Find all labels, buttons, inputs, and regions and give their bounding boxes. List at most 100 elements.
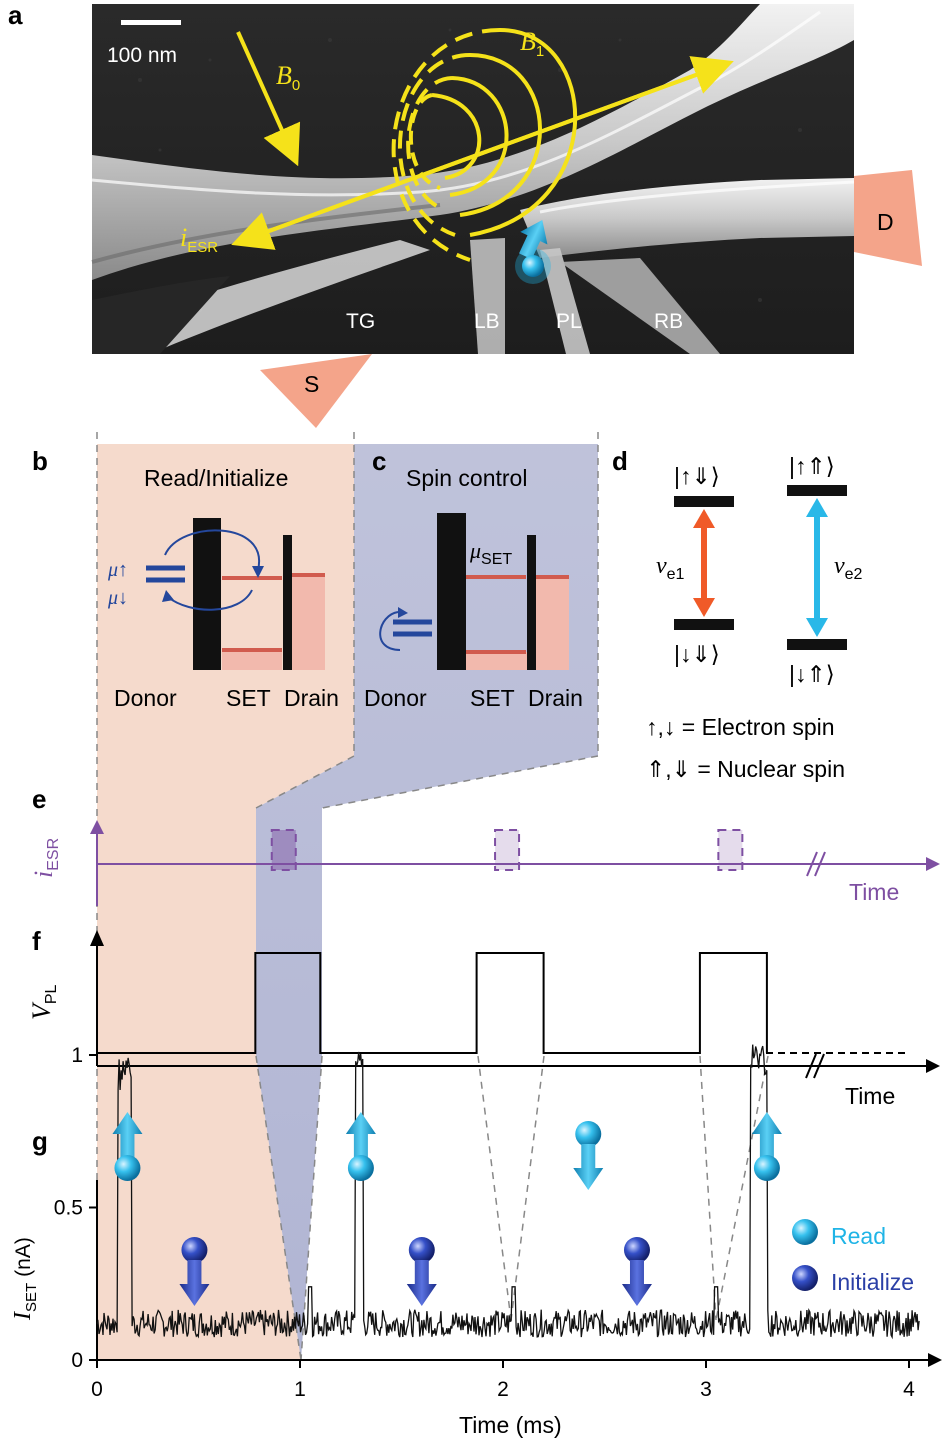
gate-label-rb: RB	[654, 310, 683, 333]
panel-letter-d: d	[612, 446, 628, 476]
nu-e2-label: νe2	[834, 553, 863, 583]
panel-b-label-donor: Donor	[114, 685, 177, 711]
spin-rotation-arrow	[379, 611, 401, 651]
spin-control-shading	[256, 444, 598, 1360]
ket-top-right: |↑⇑⟩	[789, 453, 835, 479]
iset-x-label: Time (ms)	[459, 1412, 562, 1438]
legend-read: Read	[831, 1223, 886, 1249]
b1-label: B1	[520, 27, 544, 60]
legend-initialize: Initialize	[831, 1269, 914, 1295]
iesr-label: iESR	[180, 223, 218, 256]
read-legend-icon	[792, 1219, 818, 1245]
spin-ball	[623, 1237, 650, 1263]
drain-contact	[854, 170, 922, 266]
spin-ball	[753, 1155, 780, 1181]
panel-letter-a: a	[8, 0, 23, 30]
panel-letter-c: c	[372, 446, 386, 476]
panel-f: f VPL Time	[27, 926, 940, 1109]
panel-letter-g: g	[32, 1126, 48, 1156]
esr-pulse-fill	[271, 830, 296, 870]
panel-c-label-donor: Donor	[364, 685, 427, 711]
panel-b-label-drain: Drain	[284, 685, 339, 711]
level-bottom-left	[674, 619, 734, 630]
spin-arrow	[179, 1260, 210, 1306]
spin-ball	[181, 1237, 208, 1263]
esr-y-label: iESR	[29, 838, 62, 878]
read-spin-up-icon	[345, 1112, 376, 1181]
x-tick-label: 0	[91, 1378, 103, 1401]
panel-c-label-set: SET	[470, 685, 515, 711]
panel-d: d |↑⇓⟩ |↑⇑⟩ |↓⇓⟩ |↓⇑⟩ νe1 νe2 ↑,↓ = Elec…	[612, 446, 863, 782]
x-tick-label: 4	[903, 1378, 915, 1401]
scale-bar	[121, 20, 181, 25]
read-spin-down-icon	[573, 1121, 604, 1190]
panel-letter-b: b	[32, 446, 48, 476]
gate-label-lb: LB	[474, 310, 500, 333]
spin-ball	[575, 1121, 602, 1147]
panel-e: e iESR Time	[29, 784, 940, 906]
x-tick-label: 3	[700, 1378, 712, 1401]
panel-a: a 100 n	[8, 0, 922, 428]
spin-arrow	[406, 1260, 437, 1306]
drain-barrier-c	[527, 535, 536, 670]
level-top-left	[674, 496, 734, 507]
ket-bottom-left: |↓⇓⟩	[674, 641, 720, 667]
ket-bottom-right: |↓⇑⟩	[789, 661, 835, 687]
esr-pulse-outline	[494, 829, 521, 871]
spin-ball	[347, 1155, 374, 1181]
spin-arrow	[621, 1260, 652, 1306]
legend-nuclear-spin: ⇑,⇓ = Nuclear spin	[646, 756, 845, 782]
esr-pulse-outline	[717, 829, 744, 871]
spin-arrow	[751, 1112, 782, 1158]
spin-legend: Read Initialize	[792, 1219, 914, 1295]
esr-x-label: Time	[849, 879, 899, 905]
tunnel-arrow-in	[167, 589, 253, 611]
y-tick-label: 1	[71, 1044, 83, 1067]
source-label: S	[304, 371, 319, 397]
set-fermi-sea	[222, 650, 282, 670]
panel-g: g 0 1 2 3 4 0 0.5 1 ISET(nA) Time (ms) Read Ini…	[10, 1044, 942, 1438]
drain-fermi-sea	[292, 575, 325, 670]
panel-c: c Spin control μSET Donor SET Drain	[364, 446, 583, 711]
source-contact	[260, 354, 372, 428]
mu-set-label: μSET	[469, 538, 512, 568]
y-tick-label: 0	[71, 1349, 83, 1372]
read-spin-up-icon	[751, 1112, 782, 1181]
nu-e1-label: νe1	[656, 553, 685, 583]
x-tick-label: 1	[294, 1378, 306, 1401]
panel-b-title: Read/Initialize	[144, 465, 288, 491]
esr-pulse-fill	[718, 830, 743, 870]
b0-label: B0	[276, 61, 300, 94]
ket-top-left: |↑⇓⟩	[674, 463, 720, 489]
drain-fermi-sea-c	[536, 577, 569, 670]
spin-arrow	[112, 1112, 143, 1158]
gate-label-pl: PL	[556, 310, 582, 333]
spin-ball	[408, 1237, 435, 1263]
y-tick-label: 0.5	[54, 1197, 83, 1220]
vpl-x-label: Time	[845, 1083, 895, 1109]
b0-arrow	[236, 31, 301, 167]
vpl-y-label: VPL	[27, 984, 60, 1020]
spin-markers	[112, 1112, 782, 1306]
panel-b-label-set: SET	[226, 685, 271, 711]
mu-down-label: μ↓	[107, 587, 128, 609]
x-tick-label: 2	[497, 1378, 509, 1401]
initialize-legend-icon	[792, 1265, 818, 1291]
level-top-right	[787, 485, 847, 496]
iset-trace	[96, 1044, 920, 1340]
panel-c-label-drain: Drain	[528, 685, 583, 711]
iesr-arrow-back	[231, 66, 716, 250]
donor-spin-icon	[515, 220, 551, 284]
spin-arrow	[573, 1144, 604, 1190]
read-spin-up-icon	[112, 1112, 143, 1181]
tunnel-barrier-c	[437, 513, 466, 670]
panel-letter-e: e	[32, 784, 46, 814]
legend-electron-spin: ↑,↓ = Electron spin	[646, 714, 835, 740]
iset-y-label: ISET(nA)	[10, 1237, 40, 1321]
mu-up-label: μ↑	[107, 559, 128, 581]
tunnel-barrier	[193, 518, 221, 670]
level-bottom-right	[787, 639, 847, 650]
drain-barrier	[283, 535, 292, 670]
initialize-spin-down-icon	[406, 1237, 437, 1306]
